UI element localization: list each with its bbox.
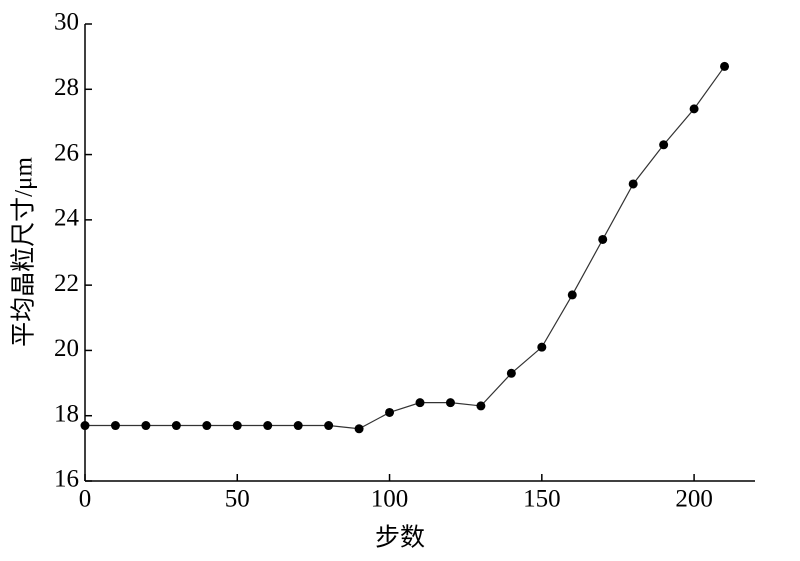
x-tick-label: 100: [371, 486, 409, 513]
marker: [537, 342, 547, 352]
marker: [80, 421, 90, 431]
x-tick-label: 150: [523, 486, 561, 513]
line: [85, 66, 726, 430]
marker: [232, 421, 242, 431]
y-tick-label: 18: [54, 400, 79, 427]
marker: [720, 61, 730, 71]
marker: [628, 179, 638, 189]
marker: [659, 140, 669, 150]
x-tick-label: 200: [675, 486, 713, 513]
marker: [293, 421, 303, 431]
marker: [202, 421, 212, 431]
y-tick-label: 20: [54, 335, 79, 362]
marker: [110, 421, 120, 431]
x-tick-label: 0: [79, 486, 92, 513]
marker: [263, 421, 273, 431]
marker: [324, 421, 334, 431]
x-tick-label: 50: [225, 486, 250, 513]
marker: [415, 398, 425, 408]
marker: [385, 407, 395, 417]
marker: [567, 290, 577, 300]
marker: [689, 104, 699, 114]
marker: [354, 424, 364, 434]
marker: [141, 421, 151, 431]
y-tick-label: 26: [54, 139, 79, 166]
marker: [598, 234, 608, 244]
y-tick-label: 30: [54, 9, 79, 36]
marker: [171, 421, 181, 431]
y-axis-label: 平均晶粒尺寸/μm: [10, 157, 38, 347]
marker: [445, 398, 455, 408]
y-tick-label: 16: [54, 466, 79, 493]
marker: [506, 368, 516, 378]
y-tick-label: 28: [54, 74, 79, 101]
y-tick-label: 24: [54, 205, 80, 232]
marker: [476, 401, 486, 411]
x-axis-label: 步数: [375, 524, 425, 552]
y-tick-label: 22: [54, 270, 79, 297]
